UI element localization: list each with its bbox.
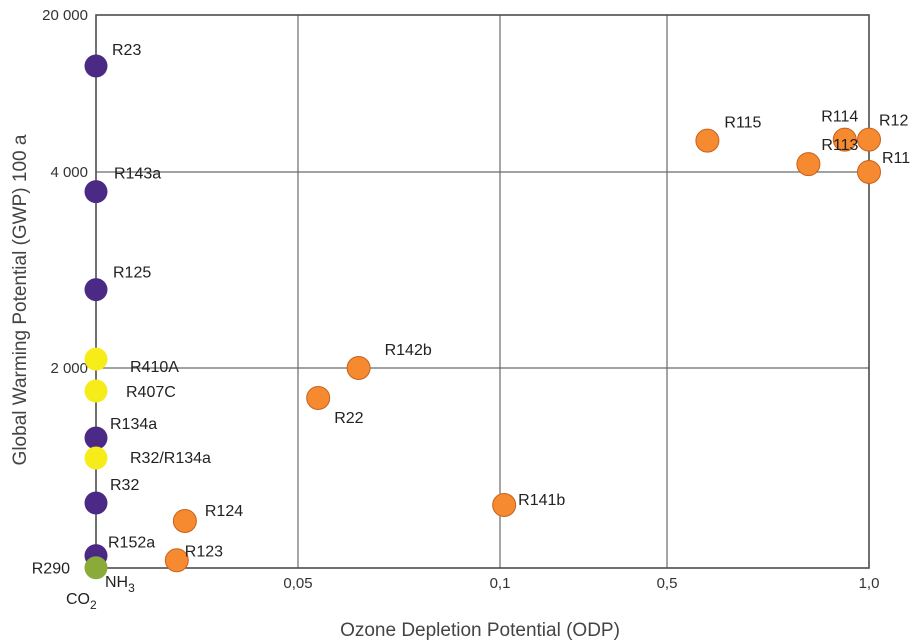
point-label: R114 — [821, 109, 858, 126]
point-label: R22 — [334, 410, 363, 427]
tick-labels: 0,05 0,1 0,5 1,0 2 000 4 000 20 000 — [42, 7, 879, 592]
data-point — [832, 127, 857, 152]
data-point — [306, 386, 331, 410]
point-label: R141b — [518, 492, 565, 509]
point-label: R113 — [821, 137, 858, 154]
y-tick-label: 2 000 — [50, 360, 88, 377]
data-point — [84, 54, 108, 78]
point-label: R124 — [205, 503, 243, 520]
data-point — [172, 509, 197, 533]
data-point — [84, 278, 108, 302]
point-labels: R23 R143a R125 R410A R407C R134a R32/R134a R32 R… — [32, 42, 911, 578]
point-label: R410A — [130, 359, 179, 376]
point-label: R123 — [185, 543, 223, 560]
data-point — [84, 446, 108, 470]
data-point — [84, 180, 108, 204]
point-label: R125 — [113, 265, 151, 282]
data-point — [164, 548, 189, 573]
point-label: R32/R134a — [130, 450, 211, 467]
data-point — [84, 426, 108, 450]
y-tick-label: 20 000 — [42, 7, 88, 24]
co2-text: CO — [66, 591, 90, 608]
co2-annotation: CO2 — [66, 591, 97, 612]
point-label: R23 — [112, 42, 141, 59]
plot-frame — [95, 14, 870, 569]
point-label: R143a — [114, 166, 161, 183]
data-point — [796, 152, 821, 177]
data-point — [857, 160, 881, 184]
data-point — [346, 356, 371, 380]
data-point — [492, 493, 517, 517]
data-point — [695, 128, 720, 153]
data-point — [857, 127, 881, 152]
point-label: R290 — [32, 561, 70, 578]
point-label: R134a — [110, 416, 157, 433]
x-axis-title: Ozone Depletion Potential (ODP) — [340, 620, 620, 641]
x-tick-label: 0,5 — [657, 575, 678, 592]
data-point — [84, 491, 108, 515]
y-tick-label: 4 000 — [50, 164, 88, 181]
y-axis-title: Global Warming Potential (GWP) 100 a — [10, 134, 31, 465]
x-tick-label: 1,0 — [859, 575, 880, 592]
point-label: R152a — [108, 535, 155, 552]
x-tick-label: 0,1 — [490, 575, 511, 592]
data-point — [84, 347, 108, 371]
co2-subscript: 2 — [90, 598, 97, 612]
point-label: R142b — [385, 342, 432, 359]
point-label: R32 — [110, 477, 139, 494]
point-label: R11 — [882, 150, 910, 167]
x-tick-label: 0,05 — [283, 575, 312, 592]
point-label: R12 — [879, 113, 908, 130]
grid-lines — [96, 15, 869, 568]
data-points — [84, 54, 881, 580]
data-point — [84, 379, 108, 403]
point-label: R115 — [724, 115, 761, 132]
nh3-subscript: 3 — [128, 581, 135, 595]
point-label: R407C — [126, 384, 176, 401]
data-point — [84, 556, 108, 580]
nh3-annotation: NH3 — [105, 574, 135, 595]
nh3-text: NH — [105, 574, 128, 591]
